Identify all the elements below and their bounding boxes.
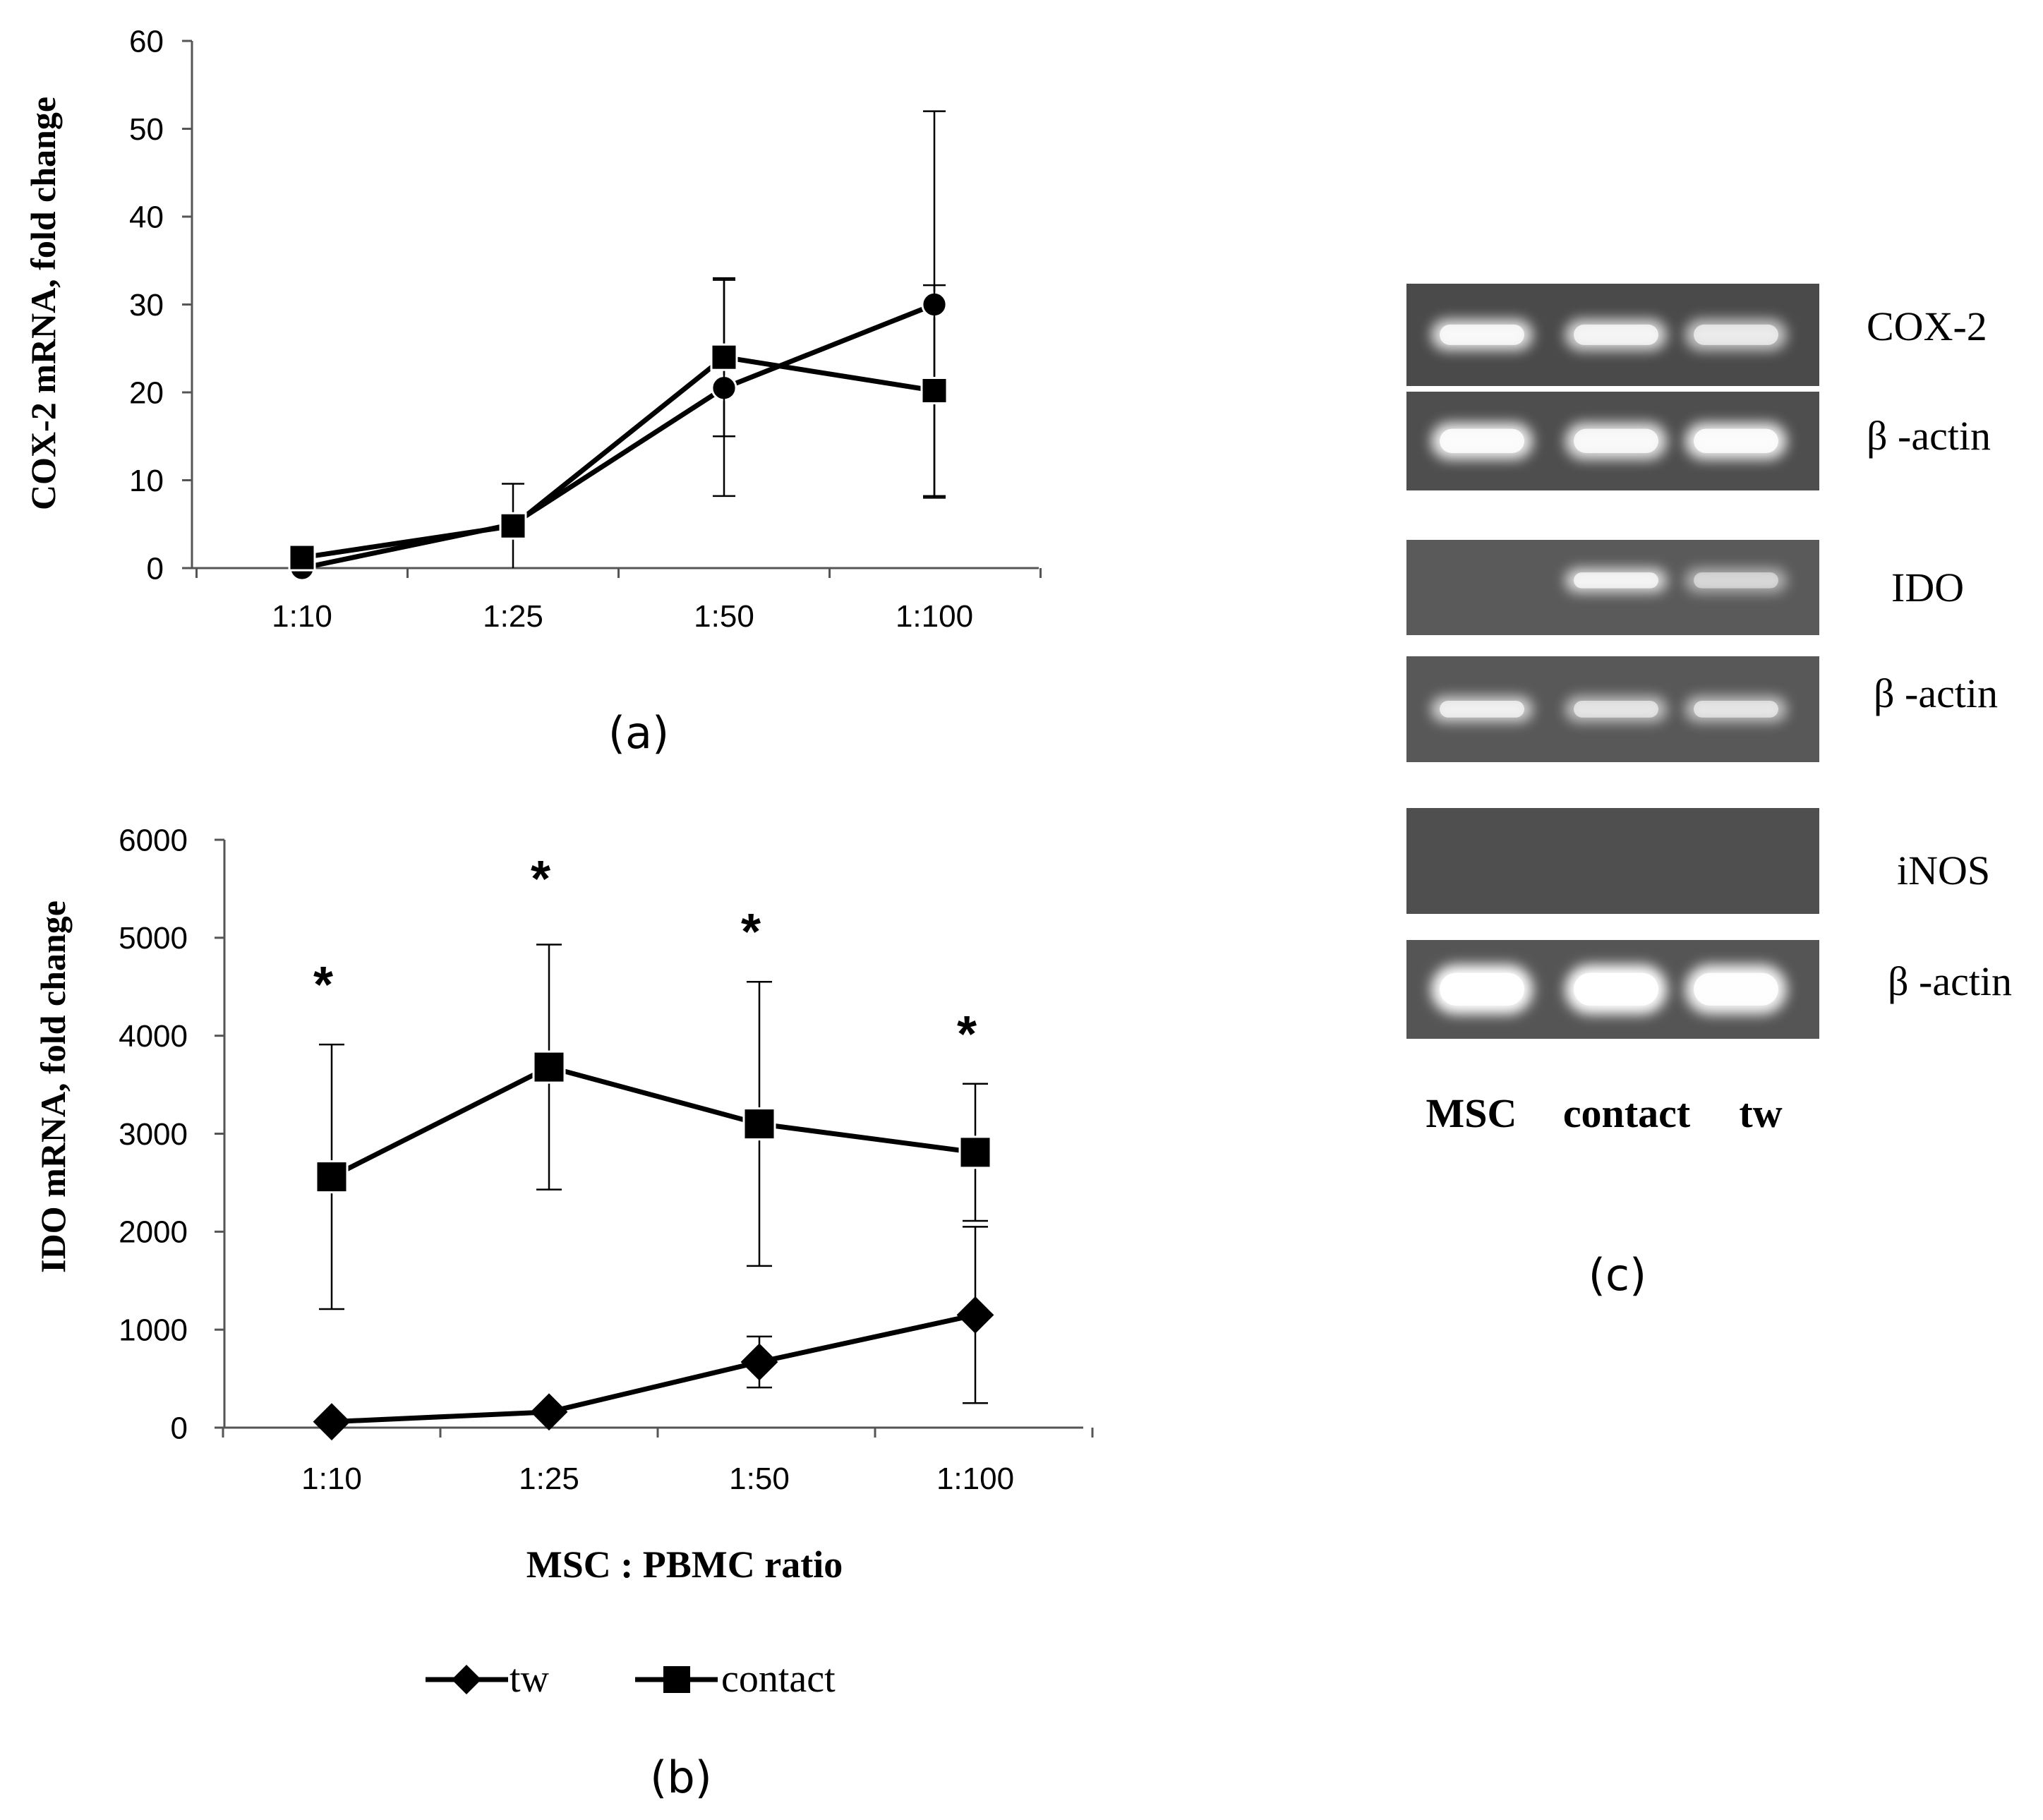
gel-band	[1685, 568, 1787, 593]
gel-band-core	[1694, 972, 1778, 1006]
chart-b-tw-point-diamond-marker	[740, 1343, 778, 1381]
chart-a: 0 10 20 30 40 50 60 1:10 1:25 1:50 1:100 COX-2 mRN…	[23, 24, 1042, 759]
gel-label-ido: IDO	[1891, 565, 1964, 610]
gel-band-core	[1694, 701, 1778, 718]
chart-a-contact-point-square-marker	[288, 543, 316, 572]
chart-a-contact-point-square-marker	[920, 377, 948, 405]
chart-b-y-tick-label: 4000	[119, 1019, 188, 1054]
chart-a-series-tw	[289, 110, 948, 581]
legend-tw-diamond-icon	[452, 1665, 481, 1694]
gel-label-beta-actin-3: β -actin	[1888, 958, 2012, 1004]
gel-band-core	[1694, 324, 1778, 345]
chart-b-significance-star: *	[957, 1006, 977, 1063]
chart-a-y-axis-title: COX-2 mRNA, fold change	[23, 97, 63, 510]
gel-band-core	[1574, 324, 1658, 345]
chart-b-plot-area: 0 1000 2000 3000 4000 5000 6000 1:10 1:25 1:50 1:1…	[119, 823, 1094, 1496]
chart-a-plot-area: 0 10 20 30 40 50 60 1:10 1:25 1:50 1:100	[129, 24, 1042, 634]
chart-b-y-tick-label: 6000	[119, 823, 188, 857]
panel-label-b: (b)	[650, 1752, 712, 1803]
chart-b-y-tick-label: 0	[171, 1411, 188, 1445]
gel-band-core	[1574, 428, 1658, 453]
gel-lane-label-contact: contact	[1563, 1090, 1691, 1136]
chart-b-series-contact	[315, 944, 992, 1310]
gel-label-beta-actin-2: β -actin	[1874, 670, 1998, 716]
gel-band-core	[1574, 972, 1658, 1006]
chart-a-series-contact	[288, 277, 948, 572]
chart-b-legend: tw contact	[426, 1657, 836, 1701]
gel-band-core	[1440, 428, 1524, 453]
chart-b-contact-point-square-marker	[315, 1160, 349, 1194]
gel-band-core	[1574, 701, 1658, 718]
chart-a-y-tick-label: 40	[129, 200, 164, 234]
chart-b-tw-line	[331, 1312, 976, 1425]
panel-label-c: (c)	[1589, 1249, 1646, 1301]
chart-b-tw-point-diamond-marker	[313, 1403, 351, 1441]
chart-b-y-tick-label: 2000	[119, 1215, 188, 1250]
gel-band-core	[1440, 324, 1524, 345]
gel-band-core	[1574, 572, 1658, 589]
chart-a-y-tick-label: 0	[147, 551, 164, 586]
gel-lane-label-tw: tw	[1739, 1090, 1782, 1136]
gel-panel: COX-2 β -actin IDO β -actin iNOS β -acti…	[1406, 284, 2012, 1301]
chart-b-contact-point-square-marker	[532, 1050, 566, 1084]
chart-b-x-axis-title: MSC : PBMC ratio	[526, 1543, 843, 1586]
chart-a-y-tick-label: 10	[129, 464, 164, 498]
gel-strip-row-5	[1406, 808, 1819, 914]
chart-b-tw-point-diamond-marker	[530, 1393, 568, 1431]
legend-contact-label: contact	[721, 1657, 836, 1701]
chart-a-y-tick-label: 50	[129, 112, 164, 147]
gel-band-core	[1440, 972, 1524, 1006]
chart-b: 0 1000 2000 3000 4000 5000 6000 1:10 1:25 1:50 1:1…	[33, 823, 1094, 1803]
legend-contact-square-icon	[663, 1666, 690, 1693]
chart-a-y-tick-label: 30	[129, 288, 164, 323]
chart-b-tw-point-diamond-marker	[956, 1296, 994, 1334]
chart-b-series-tw	[313, 1226, 994, 1441]
chart-a-x-tick-label: 1:100	[896, 599, 973, 634]
gel-label-inos: iNOS	[1897, 848, 1990, 893]
chart-b-x-tick-label: 1:50	[729, 1462, 790, 1496]
gel-lane-label-msc: MSC	[1426, 1090, 1517, 1136]
chart-b-x-tick-label: 1:100	[936, 1462, 1014, 1496]
chart-b-contact-point-square-marker	[958, 1135, 992, 1169]
chart-a-x-tick-label: 1:25	[483, 599, 543, 634]
gel-label-beta-actin-1: β -actin	[1867, 413, 1991, 459]
chart-a-contact-line	[301, 354, 935, 560]
chart-a-x-tick-label: 1:10	[272, 599, 332, 634]
chart-a-tw-line	[301, 302, 936, 571]
chart-a-contact-point-square-marker	[710, 343, 738, 371]
gel-band-core	[1694, 572, 1778, 589]
chart-b-y-axis-title: IDO mRNA, fold change	[33, 900, 73, 1273]
gel-strips	[1406, 284, 1819, 1039]
gel-label-cox2: COX-2	[1867, 303, 1987, 349]
chart-b-y-tick-label: 3000	[119, 1117, 188, 1152]
chart-b-significance-star: *	[531, 851, 550, 908]
chart-b-contact-point-square-marker	[742, 1107, 776, 1141]
chart-a-y-tick-label: 60	[129, 24, 164, 59]
gel-band-core	[1694, 428, 1778, 453]
chart-a-y-tick-label: 20	[129, 375, 164, 410]
legend-tw-label: tw	[510, 1657, 550, 1701]
chart-b-significance-star: *	[313, 957, 333, 1013]
chart-a-x-tick-label: 1:50	[694, 599, 754, 634]
panel-label-a: (a)	[608, 707, 669, 759]
chart-a-contact-point-square-marker	[499, 512, 527, 540]
chart-b-y-tick-label: 1000	[119, 1313, 188, 1348]
chart-b-x-tick-label: 1:25	[519, 1462, 579, 1496]
chart-b-y-tick-label: 5000	[119, 921, 188, 956]
chart-b-x-tick-label: 1:10	[301, 1462, 362, 1496]
chart-b-significance-star: *	[741, 904, 761, 960]
gel-band-core	[1440, 701, 1524, 718]
chart-b-contact-line	[330, 1064, 976, 1179]
